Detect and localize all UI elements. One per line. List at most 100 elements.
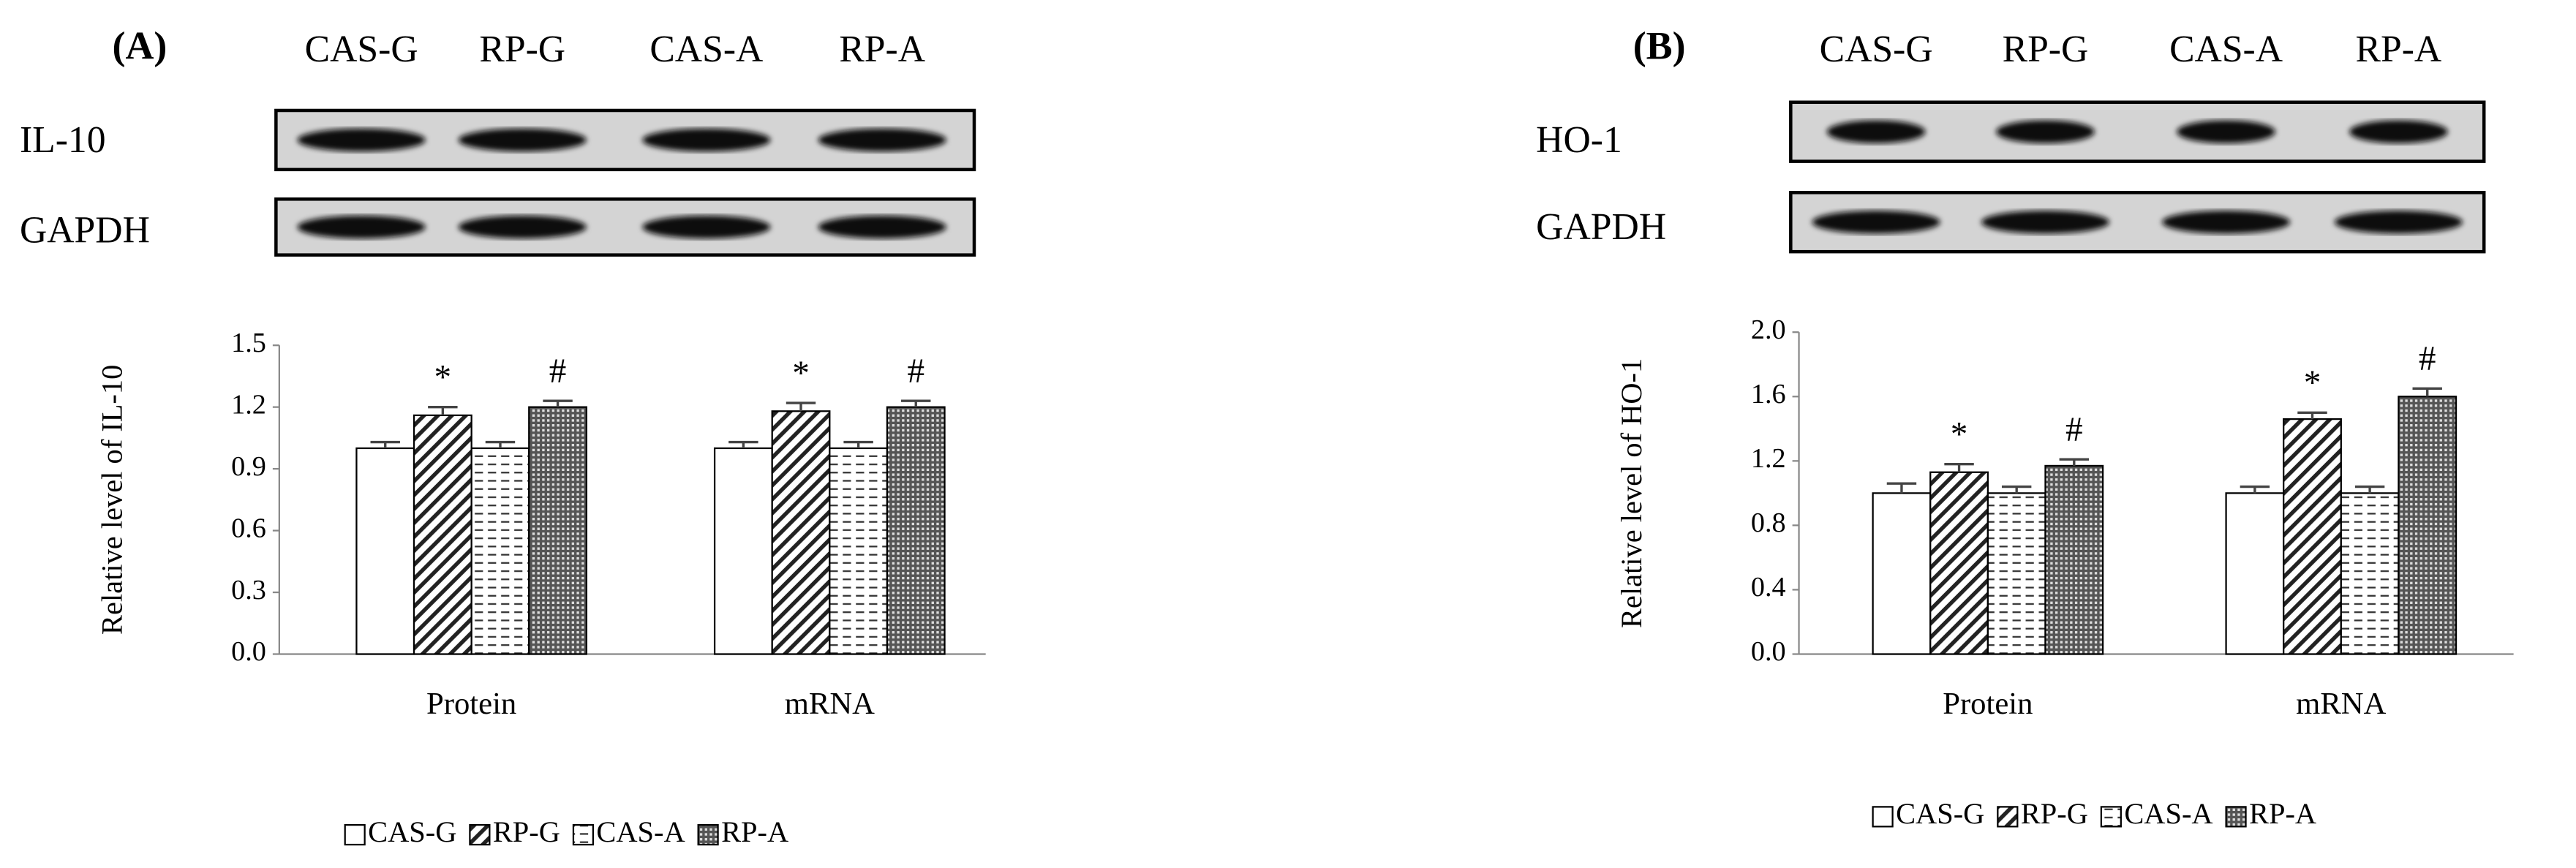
error-bar — [1886, 482, 1917, 494]
panel-label: (B) — [1633, 23, 1686, 67]
legend-label: CAS-A — [2124, 797, 2212, 830]
bar — [771, 410, 831, 655]
bar — [886, 406, 946, 655]
blot-band — [1996, 120, 2095, 143]
legend-swatch — [697, 823, 719, 846]
bar — [829, 447, 889, 655]
y-tick-label: 0.6 — [231, 513, 266, 543]
bar — [470, 447, 530, 655]
y-tick-label: 1.2 — [231, 389, 266, 420]
blot-band — [1826, 120, 1926, 143]
blot-band — [818, 128, 946, 152]
blot-band — [1981, 211, 2110, 234]
error-bar — [843, 440, 873, 448]
lane-label: CAS-A — [2169, 29, 2283, 70]
lane-label: CAS-A — [649, 29, 763, 70]
bar — [355, 447, 415, 655]
panel-label: (A) — [113, 23, 167, 67]
error-bar — [2059, 458, 2090, 466]
error-bar — [2001, 485, 2032, 494]
blot-band — [1812, 211, 1940, 234]
blot-band — [2161, 211, 2291, 234]
y-tick-label: 1.6 — [1751, 379, 1786, 410]
error-bar — [2240, 485, 2270, 494]
significance-mark: * — [2304, 364, 2321, 402]
legend-label: CAS-G — [368, 815, 456, 848]
error-bar — [428, 405, 458, 415]
significance-mark: # — [2065, 411, 2083, 449]
blot-band — [458, 215, 587, 239]
blot-band — [2334, 211, 2463, 234]
y-axis-title: Relative level of HO-1 — [1615, 358, 1648, 628]
y-tick-label: 0.8 — [1751, 507, 1786, 538]
bar — [1929, 471, 1989, 655]
legend-swatch — [572, 823, 595, 846]
legend-label: RP-A — [2249, 797, 2316, 830]
legend-swatch — [2225, 806, 2247, 828]
y-tick-label: 0.3 — [231, 575, 266, 605]
significance-mark: * — [792, 355, 810, 393]
legend-label: RP-A — [721, 815, 788, 848]
bar — [2340, 492, 2400, 655]
x-tick-label: Protein — [1943, 687, 2033, 721]
bar — [2283, 418, 2342, 655]
error-bar — [485, 440, 516, 448]
legend-swatch — [344, 823, 366, 846]
x-tick-label: mRNA — [2296, 687, 2386, 721]
blot-band — [642, 215, 771, 239]
bar — [1872, 492, 1932, 655]
significance-mark: * — [434, 359, 452, 397]
error-bar — [2412, 387, 2442, 397]
error-bar — [370, 440, 400, 448]
blot-row-label: GAPDH — [1536, 206, 1666, 248]
significance-mark: # — [549, 352, 567, 390]
legend-swatch — [1872, 806, 1894, 828]
bar — [2225, 492, 2285, 655]
bar — [1986, 492, 2046, 655]
error-bar — [1944, 463, 1974, 472]
legend-swatch — [1997, 806, 2019, 828]
error-bar — [786, 401, 816, 412]
blot-band — [297, 128, 426, 152]
legend-swatch — [2100, 806, 2122, 828]
x-tick-label: Protein — [426, 687, 516, 721]
legend-swatch — [469, 823, 491, 846]
y-tick-label: 0.0 — [1751, 636, 1786, 667]
significance-mark: # — [907, 352, 924, 390]
y-axis-title: Relative level of IL-10 — [96, 365, 129, 635]
blot-row-label: HO-1 — [1536, 119, 1622, 161]
error-bar — [901, 399, 931, 407]
blot-row-label: GAPDH — [20, 209, 150, 251]
legend-label: RP-G — [493, 815, 560, 848]
lane-label: RP-G — [2003, 29, 2089, 70]
y-tick-label: 0.9 — [231, 451, 266, 482]
error-bar — [543, 399, 573, 407]
blot-band — [458, 128, 587, 152]
bar — [2398, 396, 2458, 655]
x-tick-label: mRNA — [785, 687, 875, 721]
blot-band — [2349, 120, 2448, 143]
significance-mark: # — [2419, 340, 2436, 378]
legend-label: CAS-A — [596, 815, 685, 848]
blot-band — [2177, 120, 2275, 143]
lane-label: CAS-G — [305, 29, 418, 70]
legend-label: CAS-G — [1896, 797, 1984, 830]
lane-label: RP-A — [2356, 29, 2442, 70]
error-bar — [2297, 411, 2327, 420]
bar — [2044, 464, 2104, 655]
bar — [713, 447, 773, 655]
error-bar — [2354, 485, 2385, 494]
blot-band — [642, 128, 771, 152]
blot-row-label: IL-10 — [20, 119, 106, 161]
y-tick-label: 1.5 — [231, 328, 266, 358]
y-tick-label: 2.0 — [1751, 314, 1786, 345]
error-bar — [728, 440, 758, 448]
bar — [413, 414, 472, 655]
lane-label: RP-A — [839, 29, 925, 70]
lane-label: CAS-G — [1820, 29, 1933, 70]
blot-band — [818, 215, 946, 239]
y-tick-label: 1.2 — [1751, 443, 1786, 474]
y-tick-label: 0.4 — [1751, 572, 1786, 603]
